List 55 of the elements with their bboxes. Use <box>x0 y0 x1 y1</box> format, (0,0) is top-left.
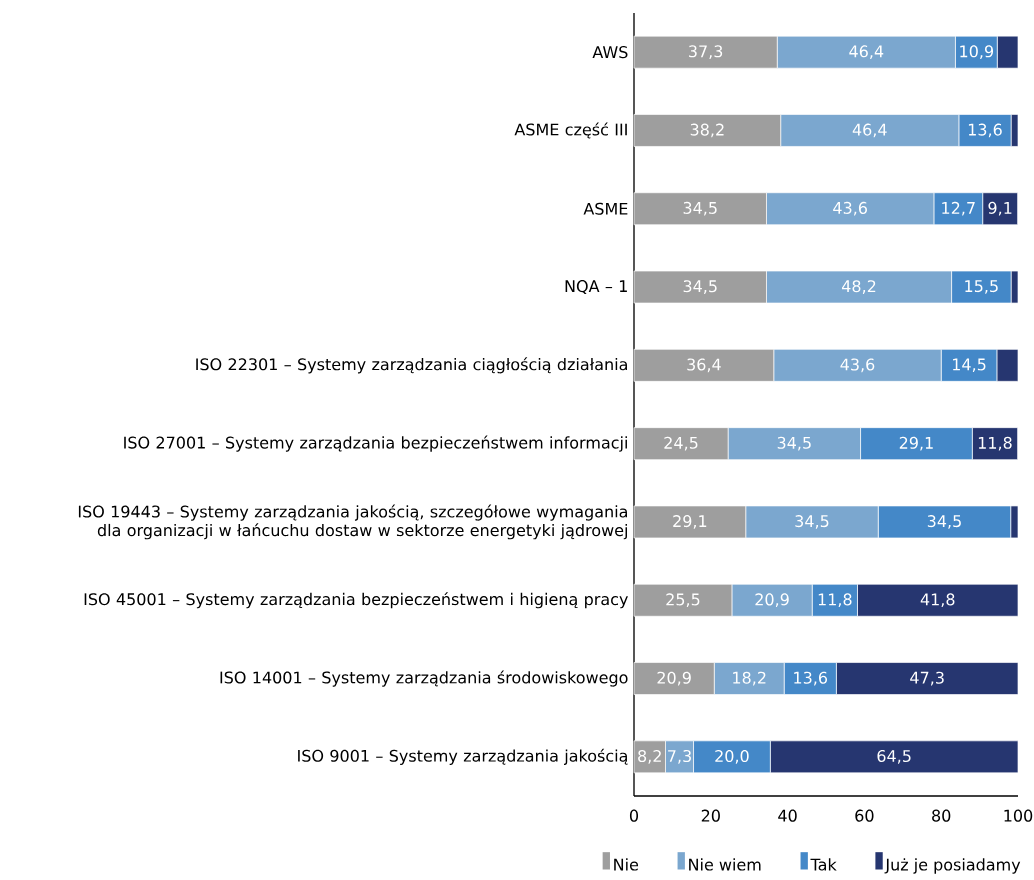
data-label: 11,8 <box>818 593 852 608</box>
x-tick-label: 0 <box>629 809 639 822</box>
y-tick-label: NQA – 1 <box>565 280 627 295</box>
y-tick-label: ASME <box>583 202 628 215</box>
data-label: 41,8 <box>920 593 955 608</box>
data-label: 34,5 <box>683 201 717 216</box>
data-label: 29,1 <box>673 515 707 529</box>
data-label: 38,2 <box>690 123 724 138</box>
data-label: 43,6 <box>840 358 875 373</box>
x-tick-label: 100 <box>1004 809 1033 822</box>
legend-label: Nie <box>614 858 639 871</box>
data-label: 15,5 <box>965 280 998 294</box>
x-tick-label: 20 <box>701 809 720 822</box>
x-tick-label: 80 <box>932 809 951 822</box>
x-tick-label: 40 <box>778 809 797 822</box>
data-label: 64,5 <box>877 749 911 764</box>
data-label: 20,9 <box>657 671 691 686</box>
data-label: 24,5 <box>664 436 698 451</box>
data-label: 34,5 <box>777 436 811 451</box>
data-label: 12,7 <box>942 201 975 216</box>
data-label: 20,9 <box>755 593 789 608</box>
data-label: 18,2 <box>733 671 766 686</box>
y-tick-label: ISO 45001 – Systemy zarządzania bezpieczeństwem i higieną pracy <box>84 592 628 609</box>
data-label: 43,6 <box>833 201 868 216</box>
data-label: 8,2 <box>638 749 661 764</box>
data-label: 13,6 <box>794 671 828 686</box>
y-tick-label: ISO 9001 – Systemy zarządzania jakością <box>298 748 628 765</box>
data-label: 34,5 <box>683 280 717 294</box>
y-tick-label: ISO 27001 – Systemy zarządzania bezpieczeństwem informacji <box>124 435 627 452</box>
data-label: 34,5 <box>795 515 829 529</box>
data-label: 47,3 <box>910 671 944 686</box>
data-label: 34,5 <box>927 515 961 529</box>
x-tick-label: 60 <box>855 809 874 822</box>
y-tick-label: ISO 22301 – Systemy zarządzania ciągłością działania <box>196 357 627 374</box>
y-tick-label: ISO 14001 – Systemy zarządzania środowiskowego <box>220 670 628 687</box>
legend-label: Już je posiadamy <box>884 858 1021 874</box>
data-label: 13,6 <box>968 123 1002 138</box>
legend-label: Tak <box>810 858 837 871</box>
data-label: 46,4 <box>849 45 884 59</box>
data-label: 9,1 <box>988 201 1012 216</box>
data-label: 14,5 <box>952 358 986 373</box>
data-label: 48,2 <box>841 280 876 294</box>
y-tick-label: AWS <box>592 46 628 59</box>
data-label: 10,9 <box>960 45 994 59</box>
data-label: 11,8 <box>978 436 1012 451</box>
data-label: 36,4 <box>687 358 721 373</box>
data-label: 29,1 <box>899 436 933 451</box>
y-tick-label: ASME część III <box>514 122 627 139</box>
data-label: 37,3 <box>689 45 723 59</box>
data-label: 7,3 <box>668 749 691 764</box>
data-label: 46,4 <box>852 123 887 138</box>
legend-label: Nie wiem <box>689 858 761 871</box>
data-label: 20,0 <box>715 749 749 764</box>
y-tick-label: ISO 19443 – Systemy zarządzania jakością, szczegółowe wymagania dla organizacji w łańcuchu dostaw w sektorze energetyki jądrowej <box>78 504 627 540</box>
data-label: 25,5 <box>666 593 700 608</box>
